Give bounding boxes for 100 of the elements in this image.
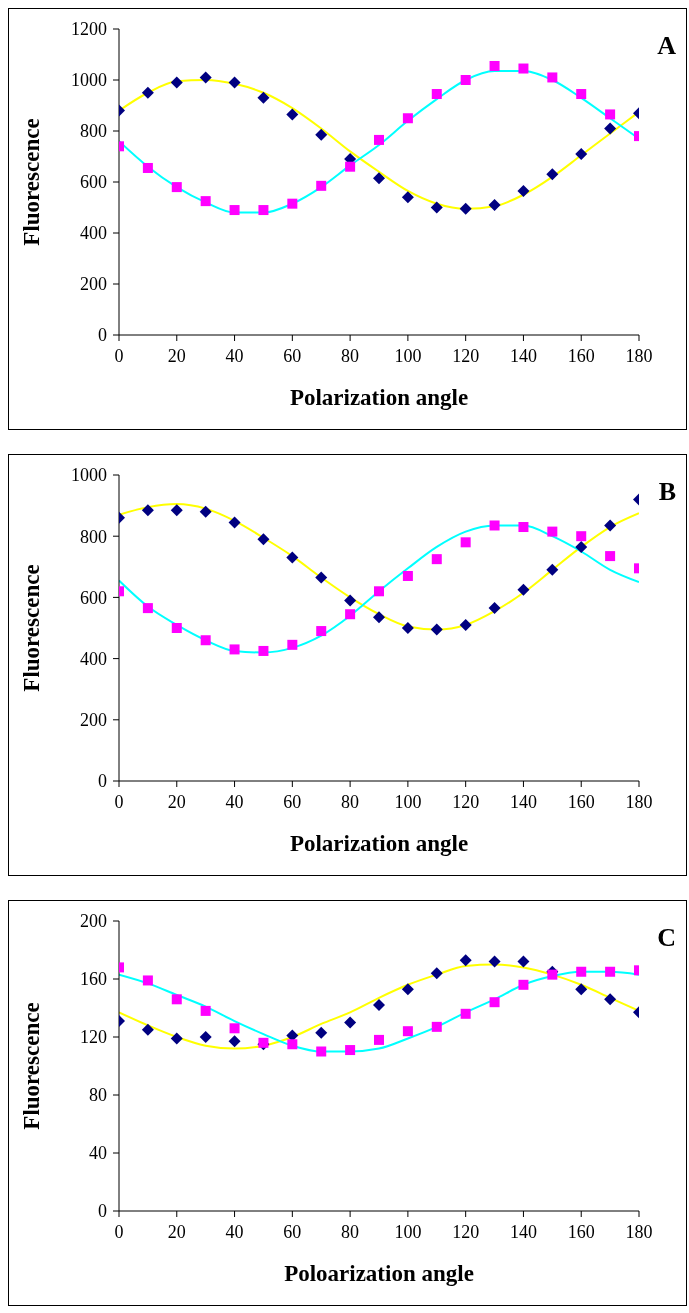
point xyxy=(315,571,328,584)
point xyxy=(430,623,443,636)
point xyxy=(518,63,529,74)
point xyxy=(315,128,328,141)
point xyxy=(200,1005,211,1016)
x-tick-label: 60 xyxy=(283,1221,302,1242)
point xyxy=(315,1026,328,1039)
y-tick-label: 120 xyxy=(80,1027,107,1048)
point xyxy=(605,109,616,120)
point xyxy=(170,76,183,89)
y-tick-label: 800 xyxy=(80,121,107,142)
y-tick-label: 160 xyxy=(80,969,107,990)
y-tick-label: 80 xyxy=(89,1085,107,1106)
point xyxy=(229,644,240,655)
point xyxy=(460,75,471,85)
point xyxy=(575,147,588,160)
point xyxy=(401,983,414,996)
point xyxy=(576,966,587,977)
x-tick-label: 100 xyxy=(394,791,422,812)
point xyxy=(374,586,384,597)
point xyxy=(316,1046,327,1057)
x-tick-label: 80 xyxy=(341,1221,360,1242)
y-tick-label: 200 xyxy=(80,710,107,731)
point xyxy=(257,533,270,546)
y-tick-label: 200 xyxy=(80,274,107,295)
point xyxy=(517,955,530,968)
point xyxy=(345,161,356,172)
x-tick-label: 160 xyxy=(567,1221,595,1242)
point xyxy=(373,999,385,1012)
point xyxy=(257,91,270,104)
x-tick-label: 180 xyxy=(625,791,653,812)
y-tick-label: 600 xyxy=(80,587,107,608)
point xyxy=(546,168,559,181)
point xyxy=(604,993,617,1006)
point xyxy=(258,205,269,216)
point xyxy=(402,113,413,124)
x-tick-label: 40 xyxy=(225,791,244,812)
point xyxy=(287,639,298,650)
point xyxy=(170,1032,183,1045)
point xyxy=(142,603,153,614)
x-tick-label: 40 xyxy=(225,1221,244,1242)
point xyxy=(605,551,616,562)
point xyxy=(199,71,212,84)
point xyxy=(199,505,212,518)
y-tick-label: 1000 xyxy=(71,465,107,486)
point xyxy=(488,955,501,968)
point xyxy=(142,162,153,173)
x-tick-label: 40 xyxy=(225,345,244,366)
point xyxy=(431,89,442,100)
point xyxy=(171,994,182,1005)
x-axis-title: Poloarization angle xyxy=(284,1261,474,1287)
x-tick-label: 100 xyxy=(394,345,422,366)
point xyxy=(459,202,472,215)
x-axis-title: Polarization angle xyxy=(289,831,469,857)
point xyxy=(228,516,241,529)
y-tick-label: 0 xyxy=(98,1201,107,1222)
point xyxy=(517,184,530,197)
x-tick-label: 140 xyxy=(509,1221,537,1242)
x-tick-label: 180 xyxy=(625,345,653,366)
y-axis-title: Fluorescence xyxy=(19,1002,45,1130)
y-axis-title: Fluorescence xyxy=(19,118,45,246)
point xyxy=(489,520,500,531)
point xyxy=(316,626,327,637)
x-tick-label: 100 xyxy=(394,1221,422,1242)
point xyxy=(489,997,500,1008)
point xyxy=(546,563,559,576)
point xyxy=(373,172,385,185)
point xyxy=(430,201,443,214)
point xyxy=(171,623,182,633)
x-tick-label: 0 xyxy=(114,1221,124,1242)
point xyxy=(141,504,154,517)
point xyxy=(142,975,153,986)
point xyxy=(488,602,501,615)
x-tick-label: 20 xyxy=(167,1221,186,1242)
point xyxy=(287,1039,298,1050)
point xyxy=(547,72,558,83)
point xyxy=(228,76,241,89)
point xyxy=(374,1034,384,1045)
x-tick-label: 0 xyxy=(114,791,124,812)
point xyxy=(286,551,299,564)
point xyxy=(575,540,588,553)
point xyxy=(344,594,357,607)
text: C xyxy=(657,923,676,953)
point xyxy=(141,1023,154,1036)
y-axis-title: Fluorescence xyxy=(19,564,45,692)
point xyxy=(345,1045,356,1056)
point xyxy=(518,522,529,533)
x-tick-label: 120 xyxy=(452,791,480,812)
point xyxy=(431,1021,442,1032)
point xyxy=(286,108,299,121)
y-tick-label: 1000 xyxy=(71,70,107,91)
point xyxy=(401,191,414,204)
point xyxy=(258,645,269,656)
point xyxy=(575,983,588,996)
x-tick-label: 140 xyxy=(509,345,537,366)
point xyxy=(459,618,472,631)
point xyxy=(604,519,617,532)
point xyxy=(547,969,558,980)
point xyxy=(374,134,384,145)
point xyxy=(460,537,471,548)
